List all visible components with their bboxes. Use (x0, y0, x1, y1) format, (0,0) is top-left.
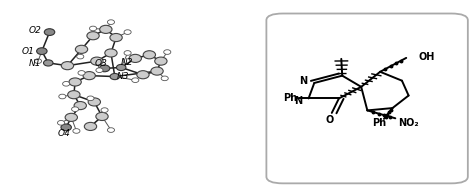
Text: O1: O1 (21, 47, 34, 56)
Text: O3: O3 (94, 59, 107, 68)
Ellipse shape (100, 65, 110, 72)
Ellipse shape (74, 102, 86, 110)
Ellipse shape (77, 54, 84, 59)
Ellipse shape (35, 59, 42, 63)
Ellipse shape (91, 57, 103, 65)
Ellipse shape (110, 34, 122, 41)
Ellipse shape (132, 78, 139, 82)
Ellipse shape (161, 76, 168, 81)
Ellipse shape (78, 71, 85, 75)
Text: N: N (299, 76, 307, 86)
Ellipse shape (84, 122, 97, 130)
Ellipse shape (88, 98, 100, 106)
Text: N1: N1 (29, 59, 41, 68)
Text: Ph: Ph (283, 93, 297, 103)
Ellipse shape (73, 129, 80, 133)
Ellipse shape (105, 49, 117, 57)
FancyBboxPatch shape (266, 14, 468, 183)
Ellipse shape (61, 62, 73, 70)
Ellipse shape (44, 60, 53, 66)
Ellipse shape (129, 54, 141, 63)
Text: OH: OH (419, 52, 435, 62)
Ellipse shape (69, 78, 82, 86)
Ellipse shape (164, 50, 171, 54)
Text: NO₂: NO₂ (398, 118, 419, 128)
Ellipse shape (137, 71, 149, 79)
Ellipse shape (110, 74, 119, 80)
Ellipse shape (100, 25, 112, 33)
Ellipse shape (108, 20, 115, 25)
Ellipse shape (75, 45, 88, 53)
Text: O4: O4 (57, 129, 70, 138)
Ellipse shape (124, 51, 131, 55)
Ellipse shape (151, 67, 163, 75)
Ellipse shape (108, 128, 115, 132)
Ellipse shape (61, 124, 72, 131)
Text: N3: N3 (117, 72, 129, 81)
Text: Ph: Ph (372, 118, 386, 128)
Ellipse shape (87, 32, 99, 40)
Ellipse shape (155, 57, 167, 65)
Ellipse shape (87, 96, 94, 101)
Ellipse shape (45, 29, 55, 36)
Ellipse shape (143, 51, 155, 59)
Text: O2: O2 (29, 26, 42, 35)
Ellipse shape (63, 81, 70, 86)
Ellipse shape (83, 72, 95, 80)
Ellipse shape (96, 112, 108, 120)
Text: N2: N2 (121, 58, 133, 67)
Text: O: O (325, 115, 334, 125)
Ellipse shape (57, 120, 64, 125)
Ellipse shape (72, 107, 79, 112)
Ellipse shape (96, 68, 103, 73)
Ellipse shape (90, 26, 97, 31)
Ellipse shape (68, 91, 80, 99)
Ellipse shape (101, 108, 108, 112)
Ellipse shape (117, 64, 126, 71)
Ellipse shape (65, 113, 77, 121)
Ellipse shape (59, 94, 66, 99)
Text: N: N (294, 96, 303, 106)
Ellipse shape (124, 30, 131, 34)
Ellipse shape (36, 48, 47, 54)
